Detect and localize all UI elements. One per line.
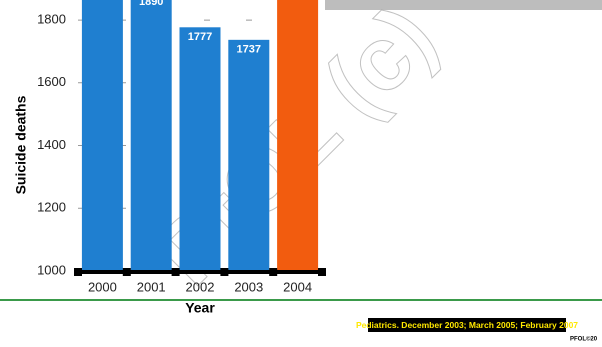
source: Pediatrics. December 2003; March 2005; F…: [356, 320, 578, 330]
y-axis-label: Suicide deaths: [13, 95, 29, 194]
value-label: 1890: [139, 0, 163, 8]
bar: [130, 0, 172, 271]
bar: [277, 0, 319, 271]
x-tick-label: 2000: [88, 279, 117, 294]
y-tick-label: 1400: [37, 137, 66, 152]
y-tick-label: 1600: [37, 74, 66, 89]
header-bar: [325, 0, 602, 10]
axis-notch: [269, 268, 278, 276]
x-tick-label: 2001: [137, 279, 166, 294]
x-axis-label: Year: [185, 300, 215, 316]
y-tick-label: 1000: [37, 262, 66, 277]
bar: [81, 0, 123, 272]
value-label: 1737: [237, 44, 261, 56]
axis-notch: [220, 268, 229, 276]
axis-notch: [74, 268, 82, 276]
bar: [228, 39, 270, 272]
credit: PFOL©20: [570, 336, 598, 343]
axis-notch: [171, 268, 180, 276]
source-box: [368, 318, 566, 332]
axis-notch: [122, 268, 131, 276]
y-tick-label: 1800: [37, 12, 66, 27]
bar: [179, 27, 221, 272]
x-tick-label: 2002: [186, 279, 215, 294]
value-label: 1777: [188, 31, 212, 43]
x-tick-label: 2004: [283, 279, 312, 294]
x-tick-label: 2003: [234, 279, 263, 294]
y-tick-label: 1200: [37, 200, 66, 215]
axis-notch: [318, 268, 326, 276]
